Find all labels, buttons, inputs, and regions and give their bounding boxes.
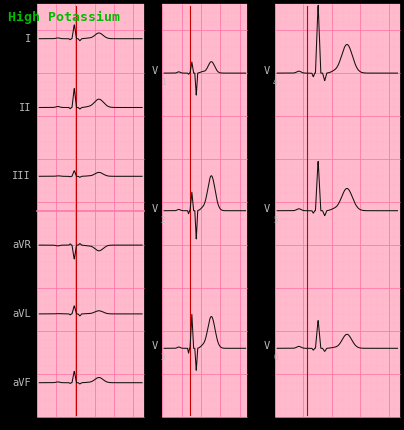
Bar (37, 4, 144, 417)
Text: 6: 6 (273, 353, 278, 362)
Text: III: III (13, 171, 31, 181)
Bar (275, 4, 400, 417)
Text: 5: 5 (273, 216, 278, 225)
Text: I: I (25, 34, 31, 44)
Text: 1: 1 (161, 78, 165, 87)
Text: 3: 3 (161, 353, 165, 362)
Text: V: V (152, 203, 158, 214)
Text: II: II (19, 102, 31, 113)
Text: V: V (152, 341, 158, 351)
Text: aVR: aVR (13, 240, 31, 250)
Text: 4: 4 (273, 78, 278, 87)
Text: aVL: aVL (13, 309, 31, 319)
Text: V: V (264, 203, 270, 214)
Bar (162, 4, 247, 417)
Text: High Potassium: High Potassium (8, 11, 120, 24)
Text: V: V (152, 66, 158, 76)
Text: V: V (264, 341, 270, 351)
Text: V: V (264, 66, 270, 76)
Text: 2: 2 (161, 216, 165, 225)
Text: aVF: aVF (13, 378, 31, 388)
